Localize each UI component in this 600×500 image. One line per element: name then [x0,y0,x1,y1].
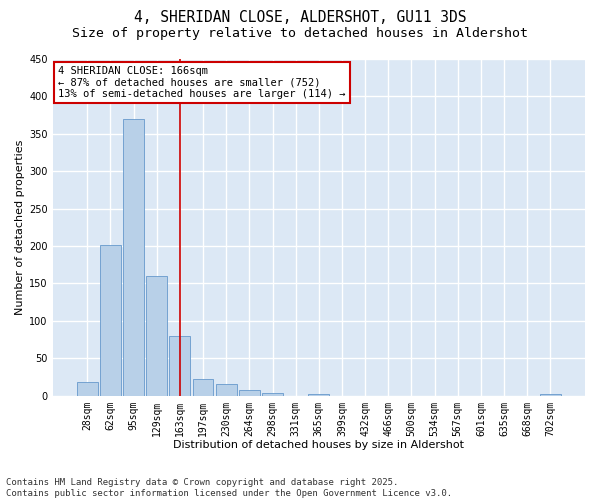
Bar [100,244,121,396]
Y-axis label: Number of detached properties: Number of detached properties [15,140,25,315]
Bar [123,119,144,396]
Bar [77,382,98,396]
Bar [540,394,561,396]
Bar [239,390,260,396]
Bar [262,392,283,396]
Text: 4, SHERIDAN CLOSE, ALDERSHOT, GU11 3DS: 4, SHERIDAN CLOSE, ALDERSHOT, GU11 3DS [134,10,466,25]
Text: Size of property relative to detached houses in Aldershot: Size of property relative to detached ho… [72,28,528,40]
Bar [193,380,214,396]
Bar [216,384,236,396]
Bar [169,336,190,396]
Bar [308,394,329,396]
Text: Contains HM Land Registry data © Crown copyright and database right 2025.
Contai: Contains HM Land Registry data © Crown c… [6,478,452,498]
Bar [146,276,167,396]
Text: 4 SHERIDAN CLOSE: 166sqm
← 87% of detached houses are smaller (752)
13% of semi-: 4 SHERIDAN CLOSE: 166sqm ← 87% of detach… [58,66,346,99]
X-axis label: Distribution of detached houses by size in Aldershot: Distribution of detached houses by size … [173,440,464,450]
